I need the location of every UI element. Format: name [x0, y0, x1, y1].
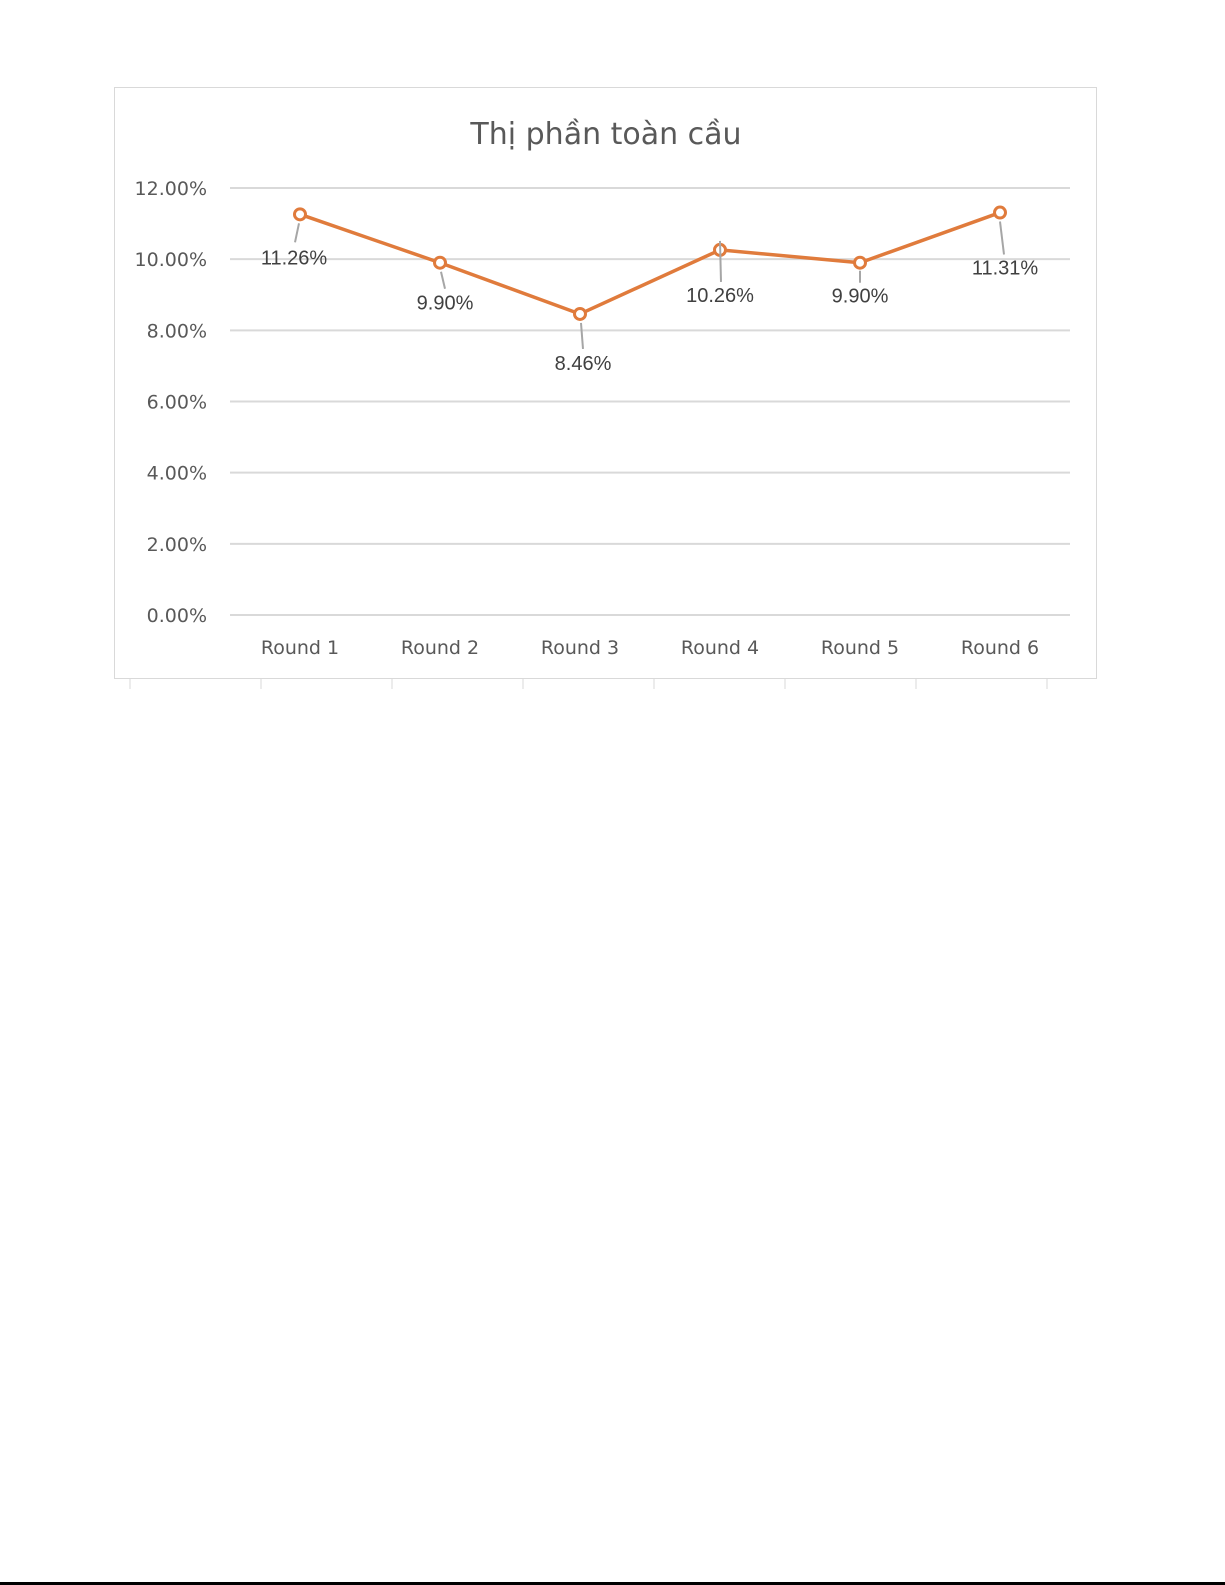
data-label: 10.26%	[686, 285, 754, 307]
data-label: 11.31%	[972, 258, 1039, 280]
data-label-leader	[719, 240, 722, 282]
data-label: 8.46%	[555, 353, 612, 375]
data-label-leader	[440, 271, 446, 289]
data-label-leader	[580, 322, 584, 350]
chart-frame: Thị phần toàn cầu 0.00% 2.00% 4.00% 6.00% 8.…	[114, 87, 1097, 679]
y-axis-tick-labels: 0.00% 2.00% 4.00% 6.00% 8.00% 10.00% 12.00%	[135, 178, 207, 627]
data-label: 9.90%	[832, 286, 889, 308]
x-category-label: Round 1	[261, 637, 339, 659]
data-label: 9.90%	[417, 293, 474, 315]
data-label-leader	[999, 221, 1005, 255]
x-category-label: Round 3	[541, 637, 619, 659]
y-tick-label: 10.00%	[135, 249, 207, 271]
x-axis-category-labels: Round 1 Round 2 Round 3 Round 4 Round 5 Round…	[261, 637, 1039, 659]
data-label-leader	[294, 223, 300, 243]
data-point	[853, 255, 867, 270]
y-tick-label: 0.00%	[147, 605, 207, 627]
below-frame-ticks	[129, 679, 1048, 689]
series-line	[298, 210, 1002, 316]
gridlines	[230, 187, 1070, 616]
series-layer	[293, 205, 1007, 321]
y-tick-label: 8.00%	[147, 320, 207, 342]
x-category-label: Round 4	[681, 637, 759, 659]
x-category-label: Round 5	[821, 637, 899, 659]
y-tick-label: 2.00%	[147, 534, 207, 556]
y-tick-label: 6.00%	[147, 392, 207, 414]
x-category-label: Round 2	[401, 637, 479, 659]
data-point	[993, 205, 1007, 220]
page-bottom-border	[0, 1582, 1225, 1585]
data-point	[433, 255, 447, 270]
x-category-label: Round 6	[961, 637, 1039, 659]
data-point	[293, 207, 307, 222]
data-labels: 11.26% 9.90% 8.46% 10.26% 9.90% 11.31%	[261, 221, 1039, 375]
chart-title: Thị phần toàn cầu	[469, 117, 741, 152]
y-tick-label: 4.00%	[147, 463, 207, 485]
data-point	[573, 306, 587, 321]
y-tick-label: 12.00%	[135, 178, 207, 200]
line-chart: Thị phần toàn cầu 0.00% 2.00% 4.00% 6.00% 8.…	[135, 117, 1070, 659]
data-label: 11.26%	[261, 247, 328, 269]
